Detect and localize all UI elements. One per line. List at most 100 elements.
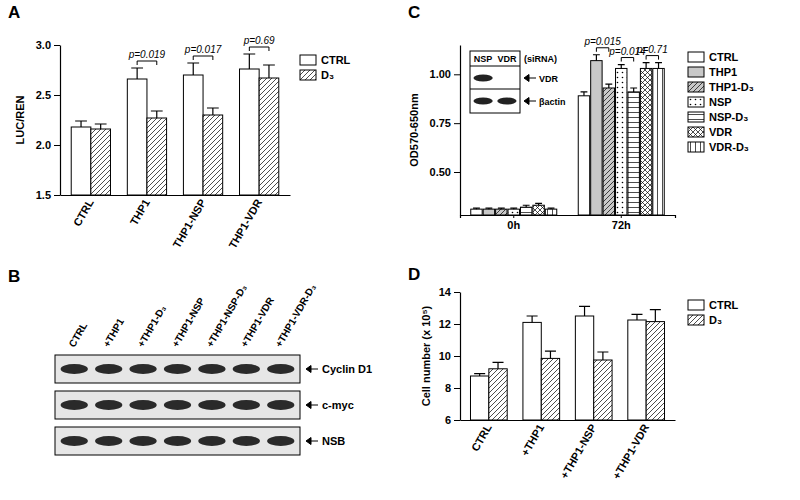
y-tick-label: 2.5 [36, 89, 51, 101]
legend-swatch [300, 70, 316, 80]
bar [628, 92, 639, 215]
blot-band [267, 436, 294, 446]
y-tick-mark [454, 123, 460, 124]
y-tick-mark [454, 324, 460, 325]
x-axis: 0h 72h [461, 215, 676, 231]
y-tick-mark [454, 420, 460, 421]
legend-swatch [688, 52, 704, 62]
legend: CTRLD₃ [688, 299, 739, 326]
blot-band [198, 436, 225, 446]
marks [470, 306, 664, 420]
legend-label: CTRL [321, 54, 351, 66]
error-bar [473, 208, 480, 210]
legend-swatch [300, 55, 316, 65]
error-bar [75, 121, 87, 127]
legend-item: CTRL [300, 54, 351, 66]
y-tick: 14 [439, 286, 460, 298]
legend-label: VDR-D₃ [709, 141, 749, 153]
legend: CTRL D₃ [300, 54, 351, 81]
blot-band [164, 400, 191, 410]
legend-item: NSP-D₃ [688, 111, 748, 123]
y-tick: 2.5 [36, 89, 60, 101]
legend-item: VDR [688, 126, 732, 138]
x-tick: 0h [507, 215, 520, 231]
legend-swatch [688, 142, 704, 152]
x-tick-label: +THP1-NSP [558, 422, 599, 481]
blot-band [198, 400, 225, 410]
y-axis-title: OD570-650nm [408, 93, 420, 167]
y-tick-mark [454, 356, 460, 357]
legend-label: THP1 [709, 66, 737, 78]
blot-band [233, 364, 260, 374]
inset-note: (siRNA) [524, 54, 557, 64]
inset-lane-label: NSP [474, 54, 493, 64]
error-bar [95, 124, 107, 129]
error-bar [593, 55, 600, 61]
blot-band [129, 364, 156, 374]
y-axis-line [60, 46, 61, 196]
blot-band [129, 436, 156, 446]
y-tick-mark [454, 74, 460, 75]
x-tick-mark [621, 215, 622, 218]
bar [127, 79, 147, 195]
blot-band [164, 436, 191, 446]
y-tick: 3.0 [36, 39, 60, 51]
error-bar [597, 352, 608, 360]
lane-label: +THP1 [101, 316, 126, 349]
error-bar [535, 203, 542, 205]
inset-band-label: VDR [539, 74, 559, 84]
error-bar [510, 208, 517, 210]
bar [508, 209, 519, 215]
y-axis-line [460, 46, 461, 216]
y-tick-label: 8 [445, 382, 451, 394]
error-bar [474, 374, 485, 376]
error-bar [630, 88, 637, 92]
x-tick-label: CTRL [71, 197, 96, 229]
bar [545, 209, 556, 215]
plot: 68101214CTRL+THP1+THP1-NSP+THP1-VDRCell … [420, 286, 676, 481]
x-tick-label: 72h [612, 219, 631, 231]
plot: 0.500.751.000h72hOD570-650nmp=0.015p=0.0… [408, 36, 676, 231]
arrow [306, 402, 318, 409]
legend-item: THP1 [688, 66, 737, 78]
y-tick-label: 3.0 [36, 39, 51, 51]
y-tick: 12 [439, 318, 460, 330]
legend-item: VDR-D₃ [688, 141, 749, 153]
lane-label: +THP1-VDR-D₃ [273, 282, 318, 349]
x-tick-label: +THP1-VDR [610, 422, 651, 481]
legend-swatch [688, 82, 704, 92]
legend-swatch [688, 315, 704, 325]
panel-label: C [408, 3, 420, 22]
error-bar [151, 111, 163, 118]
panel-label: A [8, 3, 20, 22]
blot-band [267, 400, 294, 410]
annotation-bracket [646, 56, 658, 60]
legend-item: NSP [688, 96, 732, 108]
arrow [524, 75, 536, 82]
blot: CTRL+THP1+THP1-D₃+THP1-NSP+THP1-NSP-D₃+T… [55, 282, 372, 455]
bar [203, 115, 223, 195]
x-tick-label: 0h [507, 219, 520, 231]
panel-label: B [8, 267, 20, 286]
legend-swatch [688, 97, 704, 107]
bar [594, 360, 612, 420]
y-tick-mark [454, 388, 460, 389]
bar [646, 322, 664, 420]
marks [71, 54, 279, 195]
arrow [306, 366, 318, 373]
x-tick-label: THP1-VDR [226, 197, 264, 251]
x-axis: CTRL+THP1+THP1-NSP+THP1-VDR [461, 420, 676, 481]
y-axis: 0.500.751.00 [430, 46, 461, 216]
legend-swatch [688, 67, 704, 77]
blot-band [233, 400, 260, 410]
legend-item: D₃ [300, 69, 334, 81]
blot-strip [55, 391, 300, 419]
blot-band [95, 400, 122, 410]
annotation-bracket [621, 58, 633, 62]
bar [653, 68, 664, 215]
bar [259, 78, 279, 195]
legend-item: CTRL [688, 299, 739, 311]
y-tick-label: 2.0 [36, 139, 51, 151]
bar [183, 75, 203, 195]
x-tick: CTRL [469, 420, 494, 453]
